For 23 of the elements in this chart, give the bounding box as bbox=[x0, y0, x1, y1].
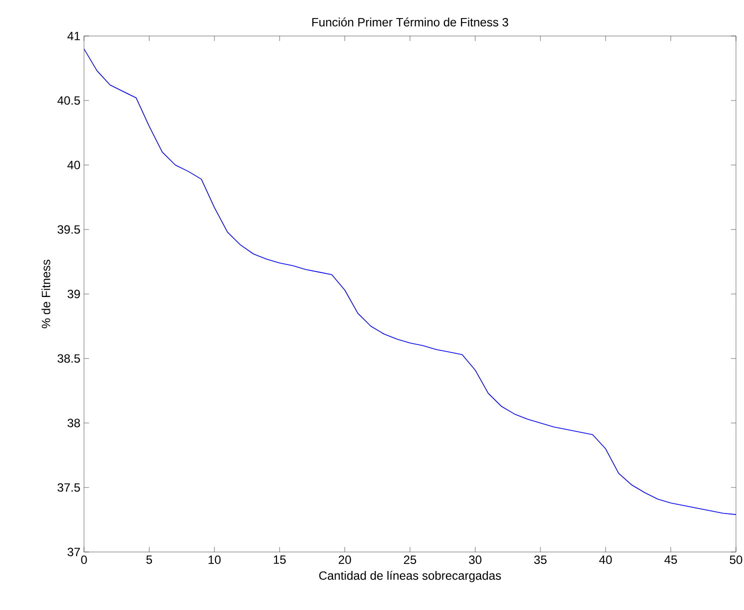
y-tick-label: 41 bbox=[67, 32, 80, 40]
x-tick-label: 45 bbox=[664, 556, 677, 564]
y-tick-label: 37 bbox=[68, 548, 80, 556]
x-tick-label: 30 bbox=[468, 556, 482, 564]
x-tick-label: 0 bbox=[81, 556, 87, 564]
x-tick-label: 20 bbox=[338, 556, 352, 564]
y-tick-label: 39.5 bbox=[58, 225, 80, 234]
x-tick-label: 50 bbox=[730, 556, 742, 564]
x-tick-label: 10 bbox=[208, 556, 221, 564]
x-tick-label: 40 bbox=[599, 556, 612, 564]
y-tick-label: 37.5 bbox=[58, 483, 80, 492]
x-tick-label: 25 bbox=[404, 556, 416, 564]
y-tick-label: 38.5 bbox=[58, 354, 80, 363]
y-tick-label: 38 bbox=[68, 418, 80, 428]
y-tick-label: 40 bbox=[67, 160, 80, 170]
x-tick-label: 5 bbox=[146, 556, 152, 564]
x-tick-label: 35 bbox=[534, 556, 547, 564]
chart-title: Función Primer Término de Fitness 3 bbox=[312, 18, 508, 26]
y-axis-title: % de Fitness bbox=[41, 260, 50, 328]
y-tick-label: 40.5 bbox=[57, 96, 80, 105]
x-tick-label: 15 bbox=[274, 556, 286, 564]
x-axis-title: Cantidad de líneas sobrecargadas bbox=[319, 570, 501, 582]
y-tick-label: 39 bbox=[68, 290, 80, 298]
